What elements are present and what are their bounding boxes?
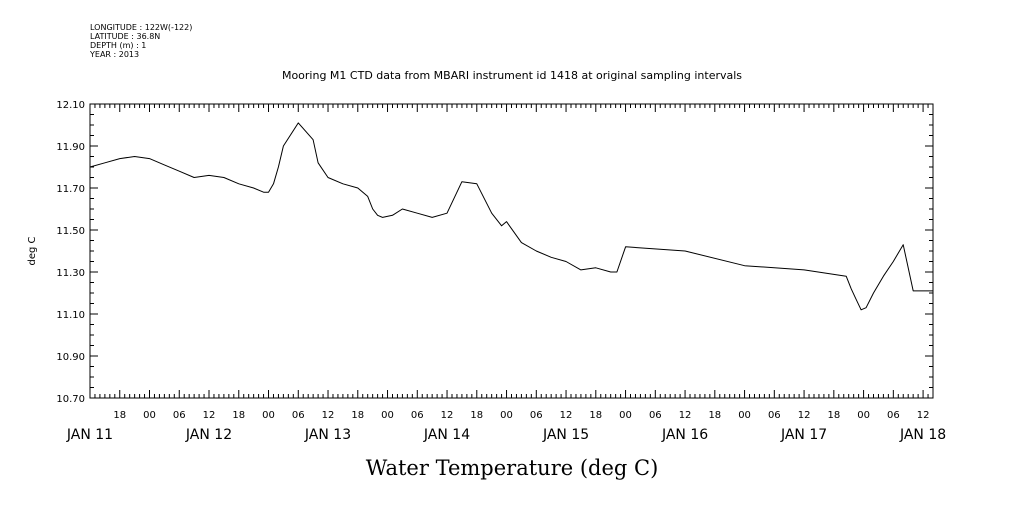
meta-latitude: LATITUDE : 36.8N [90, 32, 160, 41]
x-hour-tick-label: 00 [143, 410, 156, 421]
x-hour-tick-label: 18 [351, 410, 364, 421]
y-tick-label: 11.10 [56, 310, 85, 321]
x-hour-tick-label: 12 [322, 410, 335, 421]
x-day-tick-label: JAN 17 [780, 427, 827, 443]
x-hour-tick-label: 18 [589, 410, 602, 421]
x-day-tick-label: JAN 18 [899, 427, 946, 443]
y-tick-label: 11.70 [56, 184, 85, 195]
x-day-tick-label: JAN 11 [66, 427, 113, 443]
x-hour-tick-label: 00 [738, 410, 751, 421]
y-axis: 12.10 11.90 11.70 11.50 11.30 11.10 10.90 10.70 [56, 100, 933, 405]
series-layer [89, 122, 933, 311]
x-hour-tick-label: 00 [500, 410, 513, 421]
x-hour-tick-label: 12 [798, 410, 811, 421]
series-line [89, 122, 933, 311]
x-day-tick-label: JAN 13 [304, 427, 351, 443]
y-tick-label: 12.10 [56, 100, 85, 111]
y-tick-label: 10.90 [56, 352, 85, 363]
x-day-tick-label: JAN 16 [661, 427, 708, 443]
plot-frame [89, 103, 934, 399]
metadata-block: LONGITUDE : 122W(-122) LATITUDE : 36.8N … [89, 23, 192, 59]
x-hour-tick-label: 12 [560, 410, 573, 421]
y-tick-label: 11.50 [56, 226, 85, 237]
x-hour-tick-label: 00 [619, 410, 632, 421]
x-hour-tick-label: 06 [887, 410, 900, 421]
y-axis-label: deg C [27, 236, 38, 265]
x-axis: 18 00 06 12 18 00 06 12 18 00 06 12 18 00 06 12 18 00 06 12… [66, 104, 946, 443]
y-tick-label: 10.70 [56, 394, 85, 405]
x-hour-tick-label: 12 [203, 410, 216, 421]
x-day-tick-label: JAN 12 [185, 427, 232, 443]
x-hour-tick-label: 06 [411, 410, 424, 421]
chart-title: Mooring M1 CTD data from MBARI instrumen… [282, 69, 742, 82]
meta-longitude: LONGITUDE : 122W(-122) [90, 23, 192, 32]
x-day-tick-label: JAN 15 [542, 427, 589, 443]
x-hour-tick-label: 12 [917, 410, 930, 421]
x-hour-tick-label: 00 [262, 410, 275, 421]
x-hour-tick-label: 18 [470, 410, 483, 421]
meta-depth: DEPTH (m) : 1 [90, 41, 146, 50]
x-hour-tick-label: 06 [530, 410, 543, 421]
x-hour-tick-label: 00 [381, 410, 394, 421]
x-hour-tick-label: 18 [827, 410, 840, 421]
x-hour-tick-label: 06 [292, 410, 305, 421]
x-hour-tick-label: 12 [679, 410, 692, 421]
x-hour-tick-label: 18 [708, 410, 721, 421]
y-tick-label: 11.90 [56, 142, 85, 153]
x-hour-tick-label: 06 [173, 410, 186, 421]
x-hour-tick-label: 18 [113, 410, 126, 421]
x-hour-tick-label: 06 [768, 410, 781, 421]
y-tick-label: 11.30 [56, 268, 85, 279]
x-hour-tick-label: 06 [649, 410, 662, 421]
meta-year: YEAR : 2013 [89, 50, 139, 59]
x-hour-tick-label: 00 [857, 410, 870, 421]
x-axis-label: Water Temperature (deg C) [366, 456, 659, 480]
x-hour-tick-label: 12 [441, 410, 454, 421]
x-hour-tick-label: 18 [232, 410, 245, 421]
x-day-tick-label: JAN 14 [423, 427, 470, 443]
